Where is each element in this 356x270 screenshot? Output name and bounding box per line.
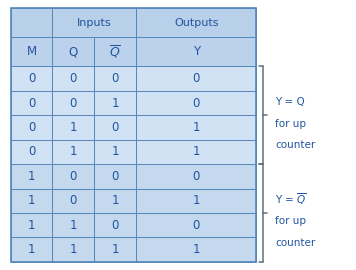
Text: counter: counter xyxy=(275,140,315,150)
Bar xyxy=(94,213,136,238)
Text: 0: 0 xyxy=(111,219,119,232)
Text: 0: 0 xyxy=(111,72,119,85)
Bar xyxy=(52,164,94,189)
Bar xyxy=(136,37,256,66)
Text: M: M xyxy=(26,45,37,58)
Text: 0: 0 xyxy=(28,121,35,134)
Bar xyxy=(11,238,52,262)
Text: 1: 1 xyxy=(111,243,119,256)
Text: 1: 1 xyxy=(69,121,77,134)
Bar xyxy=(136,164,256,189)
Bar xyxy=(52,189,94,213)
Text: 1: 1 xyxy=(111,146,119,158)
Text: 0: 0 xyxy=(193,170,200,183)
Bar xyxy=(11,140,52,164)
Text: 1: 1 xyxy=(69,146,77,158)
Text: counter: counter xyxy=(275,238,315,248)
Bar xyxy=(52,140,94,164)
Bar xyxy=(136,238,256,262)
Bar xyxy=(136,8,256,37)
Text: 1: 1 xyxy=(28,219,35,232)
Text: 0: 0 xyxy=(111,121,119,134)
Bar xyxy=(94,140,136,164)
Bar xyxy=(11,8,256,262)
Text: 0: 0 xyxy=(28,146,35,158)
Bar xyxy=(136,213,256,238)
Text: $\overline{Q}$: $\overline{Q}$ xyxy=(109,44,121,60)
Text: 0: 0 xyxy=(28,72,35,85)
Bar xyxy=(94,189,136,213)
Text: 1: 1 xyxy=(69,219,77,232)
Text: 0: 0 xyxy=(111,170,119,183)
Text: Outputs: Outputs xyxy=(174,18,218,28)
Text: 0: 0 xyxy=(70,97,77,110)
Text: for up: for up xyxy=(275,216,306,226)
Bar xyxy=(94,238,136,262)
Text: 0: 0 xyxy=(193,97,200,110)
Bar xyxy=(11,37,52,66)
Bar xyxy=(11,66,52,91)
Bar xyxy=(94,115,136,140)
Bar xyxy=(136,66,256,91)
Bar xyxy=(52,91,94,115)
Bar xyxy=(11,213,52,238)
Text: Y = $\overline{Q}$: Y = $\overline{Q}$ xyxy=(275,191,307,207)
Text: 0: 0 xyxy=(193,72,200,85)
Text: Y = Q: Y = Q xyxy=(275,97,305,107)
Bar xyxy=(52,238,94,262)
Bar xyxy=(11,115,52,140)
Text: 0: 0 xyxy=(193,219,200,232)
Bar xyxy=(136,189,256,213)
Bar xyxy=(11,164,52,189)
Text: 0: 0 xyxy=(70,170,77,183)
Text: 0: 0 xyxy=(70,72,77,85)
Text: for up: for up xyxy=(275,119,306,129)
Text: Q: Q xyxy=(69,45,78,58)
Bar xyxy=(136,140,256,164)
Bar xyxy=(11,91,52,115)
Text: 1: 1 xyxy=(69,243,77,256)
Text: 1: 1 xyxy=(28,243,35,256)
Bar xyxy=(94,164,136,189)
Bar xyxy=(52,37,94,66)
Bar xyxy=(94,37,136,66)
Text: 1: 1 xyxy=(111,194,119,207)
Text: 1: 1 xyxy=(192,243,200,256)
Bar xyxy=(52,115,94,140)
Text: 0: 0 xyxy=(28,97,35,110)
Text: 1: 1 xyxy=(28,194,35,207)
Text: Y: Y xyxy=(193,45,200,58)
Text: 1: 1 xyxy=(28,170,35,183)
Text: 1: 1 xyxy=(192,146,200,158)
Text: 1: 1 xyxy=(111,97,119,110)
Text: Inputs: Inputs xyxy=(77,18,111,28)
Text: 1: 1 xyxy=(192,194,200,207)
Text: 0: 0 xyxy=(70,194,77,207)
Bar xyxy=(52,213,94,238)
Bar xyxy=(11,8,52,37)
Bar xyxy=(52,8,136,37)
Bar xyxy=(136,115,256,140)
Bar xyxy=(136,91,256,115)
Bar xyxy=(94,91,136,115)
Bar xyxy=(52,66,94,91)
Text: 1: 1 xyxy=(192,121,200,134)
Bar xyxy=(11,189,52,213)
Bar xyxy=(94,66,136,91)
